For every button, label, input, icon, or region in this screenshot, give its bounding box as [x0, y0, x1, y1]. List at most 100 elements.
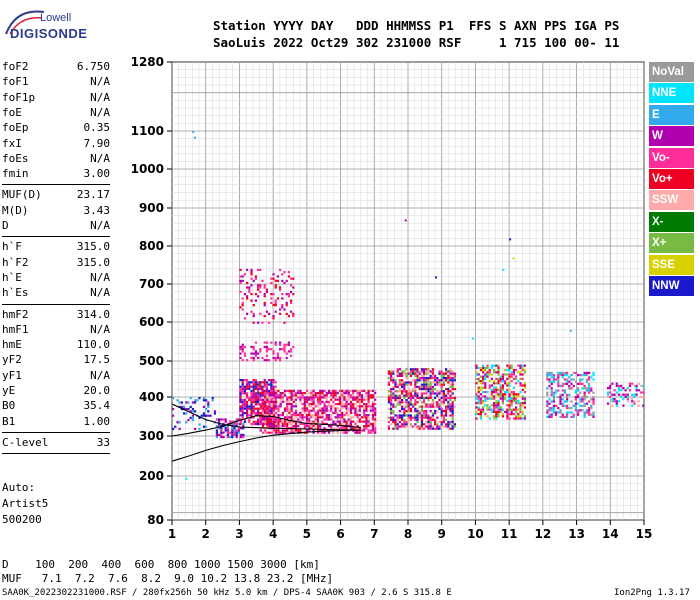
echo-point	[490, 377, 493, 380]
echo-outlier	[193, 136, 196, 139]
echo-point	[475, 366, 478, 369]
echo-point	[252, 412, 255, 415]
echo-point	[579, 391, 582, 394]
echo-point	[356, 398, 359, 401]
echo-point	[341, 405, 344, 408]
echo-point	[620, 393, 623, 396]
echo-point	[189, 397, 192, 400]
echo-point	[577, 396, 580, 399]
echo-point	[263, 359, 266, 362]
echo-point	[477, 406, 480, 409]
echo-point	[583, 402, 586, 405]
echo-point	[207, 410, 210, 413]
echo-point	[330, 409, 333, 412]
echo-point	[425, 392, 428, 395]
echo-point	[585, 411, 588, 414]
echo-point	[299, 400, 302, 403]
echo-point	[398, 379, 401, 382]
echo-point	[243, 273, 246, 276]
echo-point	[239, 398, 242, 401]
echo-point	[264, 403, 267, 406]
echo-point	[493, 402, 496, 405]
echo-point	[290, 301, 293, 304]
echo-point	[285, 343, 288, 346]
echo-point	[405, 374, 408, 377]
echo-point	[412, 403, 415, 406]
echo-point	[292, 420, 295, 423]
echo-point	[493, 397, 496, 400]
echo-point	[191, 419, 194, 422]
echo-point	[356, 409, 359, 412]
echo-point	[292, 429, 295, 432]
echo-point	[336, 427, 339, 430]
echo-point	[268, 401, 271, 404]
echo-point	[336, 418, 339, 421]
echo-point	[561, 398, 564, 401]
echo-point	[490, 404, 493, 407]
echo-point	[363, 429, 366, 432]
echo-point	[294, 411, 298, 414]
echo-point	[519, 373, 522, 376]
echo-point	[401, 385, 404, 388]
echo-point	[347, 418, 350, 421]
echo-point	[581, 400, 584, 403]
echo-point	[343, 389, 346, 392]
echo-point	[447, 427, 450, 430]
echo-point	[252, 392, 255, 395]
echo-point	[628, 382, 632, 385]
echo-point	[631, 382, 634, 385]
echo-point	[363, 425, 366, 428]
echo-point	[401, 374, 404, 377]
echo-point	[440, 377, 443, 380]
echo-point	[493, 382, 496, 385]
auto-artist-version: Artist5	[2, 497, 49, 510]
echo-point	[261, 431, 265, 434]
echo-point	[453, 374, 456, 377]
echo-point	[241, 345, 244, 349]
echo-point	[207, 401, 210, 404]
echo-point	[371, 389, 375, 392]
echo-point	[590, 387, 593, 390]
echo-point	[231, 431, 234, 434]
echo-point	[585, 409, 588, 412]
echo-point	[283, 271, 286, 274]
echo-point	[270, 411, 273, 414]
echo-point	[482, 410, 485, 413]
echo-point	[276, 354, 279, 357]
echo-point	[254, 420, 257, 423]
echo-point	[243, 398, 246, 401]
echo-point	[292, 312, 295, 315]
echo-point	[259, 411, 262, 414]
echo-point	[347, 407, 350, 410]
echo-point	[579, 374, 582, 377]
echo-point	[207, 405, 210, 408]
echo-point	[316, 416, 320, 419]
echo-point	[279, 359, 282, 362]
echo-point	[497, 371, 500, 374]
echo-point	[409, 381, 412, 384]
echo-point	[401, 423, 404, 426]
echo-point	[294, 409, 298, 412]
echo-point	[345, 411, 348, 414]
echo-point	[276, 275, 279, 278]
echo-point	[261, 409, 265, 412]
echo-point	[239, 392, 242, 395]
param-separator	[2, 303, 110, 305]
echo-point	[581, 378, 584, 381]
echo-point	[561, 402, 564, 405]
echo-point	[442, 394, 445, 397]
echo-point	[546, 404, 549, 407]
echo-point	[281, 304, 284, 307]
echo-point	[229, 420, 232, 423]
echo-point	[512, 413, 515, 416]
echo-point	[310, 396, 313, 399]
echo-point	[250, 310, 253, 313]
echo-point	[440, 388, 443, 391]
y-tick-label: 80	[147, 513, 164, 527]
echo-point	[352, 396, 355, 399]
echo-point	[434, 388, 437, 391]
echo-point	[585, 402, 588, 405]
echo-point	[493, 408, 496, 411]
echo-point	[281, 394, 284, 397]
echo-point	[259, 290, 262, 293]
